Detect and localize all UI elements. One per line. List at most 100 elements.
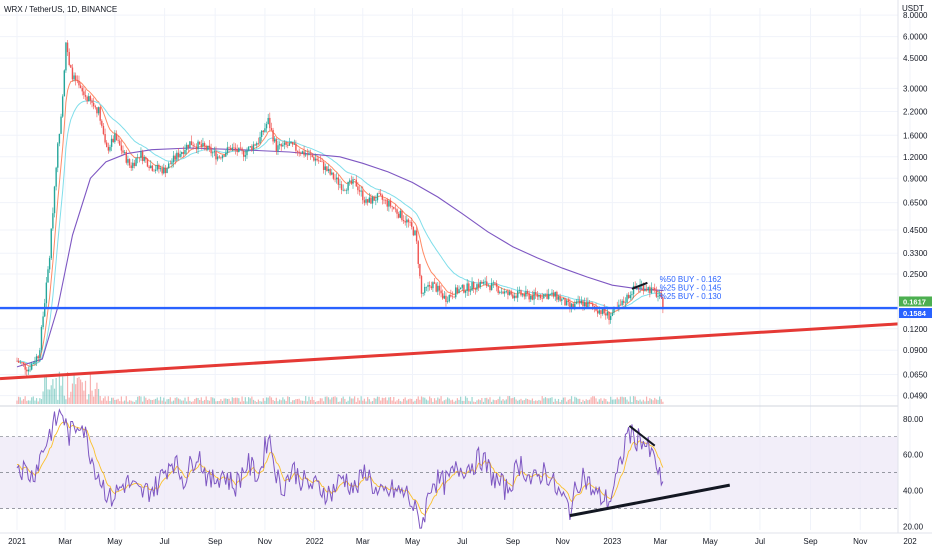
rsi-pane[interactable] <box>0 408 898 529</box>
candle-body <box>154 169 157 172</box>
volume-bar <box>143 396 145 404</box>
volume-bar <box>296 399 299 404</box>
volume-bar <box>461 400 463 404</box>
candle-body <box>132 162 134 169</box>
candle-body <box>202 143 204 147</box>
volume-bar <box>218 401 220 404</box>
volume-bar <box>417 396 419 404</box>
candle-body <box>288 143 291 146</box>
volume-bar <box>40 399 43 404</box>
support-trendline[interactable] <box>0 322 899 381</box>
volume-bar <box>24 396 26 404</box>
candle-body <box>57 143 59 168</box>
candle-body <box>579 300 581 304</box>
candle-body <box>192 145 194 147</box>
candle-body <box>291 142 294 145</box>
volume-bar <box>246 401 248 404</box>
candle-body <box>464 290 467 293</box>
volume-bar <box>536 400 538 404</box>
volume-bar <box>623 397 625 404</box>
y-tick-label: 0.3300 <box>903 249 928 258</box>
volume-bar <box>549 397 551 404</box>
x-tick-label: 2021 <box>8 537 26 546</box>
volume-bar <box>345 401 348 404</box>
candle-body <box>505 291 508 292</box>
candle-body <box>42 316 44 328</box>
candle-body <box>301 151 304 154</box>
candle-body <box>446 301 449 302</box>
volume-bar <box>94 389 96 404</box>
candle-body <box>229 147 232 151</box>
volume-bar <box>278 399 281 404</box>
volume-bar <box>601 400 604 404</box>
candle-body <box>44 303 46 317</box>
volume-bar <box>582 399 584 404</box>
candle-body <box>592 303 594 307</box>
volume-bar <box>548 398 550 404</box>
candle-body <box>55 167 57 187</box>
candle-body <box>528 293 530 300</box>
candle-body <box>194 146 196 147</box>
candle-body <box>551 292 553 295</box>
volume-bar <box>141 401 144 404</box>
volume-bar <box>166 399 168 404</box>
candle-body <box>16 360 18 362</box>
volume-bar <box>541 396 543 404</box>
time-axis[interactable]: 2021 Mar May Jul Sep Nov 2022 Mar May Jul Sep Nov 20… <box>0 532 932 546</box>
candle-body <box>110 138 113 147</box>
volume-bar <box>212 397 214 404</box>
candle-body <box>358 190 361 192</box>
volume-bar <box>378 396 380 404</box>
candle-body <box>536 294 539 297</box>
rsi-divergence-line[interactable] <box>628 425 656 447</box>
volume-bar <box>416 398 418 404</box>
volume-bar <box>443 400 445 404</box>
candle-body <box>632 285 635 295</box>
candle-body <box>81 88 83 92</box>
main-price-pane[interactable]: %50 BUY - 0.162%25 BUY - 0.145%25 BUY - … <box>0 8 911 530</box>
candle-body <box>207 145 209 150</box>
volume-bar <box>254 400 256 404</box>
candle-body <box>417 241 419 264</box>
price-axis[interactable]: USDT 8.0000 6.0000 4.5000 3.0000 2.2000 1.600… <box>897 0 932 533</box>
volume-bar <box>446 397 449 404</box>
x-tick-label: May <box>405 537 420 546</box>
candle-body <box>34 361 36 364</box>
candle-body <box>458 289 460 293</box>
volume-bar <box>171 401 173 404</box>
y-tick-label: 0.6500 <box>903 199 928 208</box>
volume-bar <box>60 385 62 404</box>
volume-bar <box>371 401 374 404</box>
volume-bar <box>29 400 31 404</box>
volume-bar <box>71 383 74 404</box>
volume-bar <box>19 397 21 404</box>
candle-body <box>368 197 371 203</box>
price-badge <box>899 296 932 307</box>
candle-body <box>623 300 625 303</box>
volume-bar <box>50 385 52 404</box>
volume-bar <box>380 400 382 404</box>
volume-bar <box>482 401 485 404</box>
volume-bar <box>595 398 597 404</box>
candle-body <box>472 282 475 289</box>
y-tick-label: 0.9000 <box>903 174 928 183</box>
top-resistance-mark[interactable] <box>631 281 648 290</box>
volume-bar <box>127 401 129 404</box>
candle-body <box>189 141 191 148</box>
candle-body <box>249 146 251 147</box>
candle-body <box>363 200 366 203</box>
volume-bar <box>106 400 108 404</box>
candle-body <box>187 144 189 148</box>
y-tick-label: 1.6000 <box>903 131 928 140</box>
volume-bar <box>422 397 424 404</box>
volume-bar <box>269 396 271 404</box>
rsi-support-trendline[interactable] <box>569 483 731 518</box>
volume-bar <box>453 401 455 404</box>
candle-body <box>526 291 529 294</box>
volume-bar <box>169 397 171 404</box>
volume-bar <box>572 401 574 404</box>
volume-bar <box>80 379 82 404</box>
candle-body <box>637 287 640 289</box>
volume-bar <box>394 401 397 404</box>
